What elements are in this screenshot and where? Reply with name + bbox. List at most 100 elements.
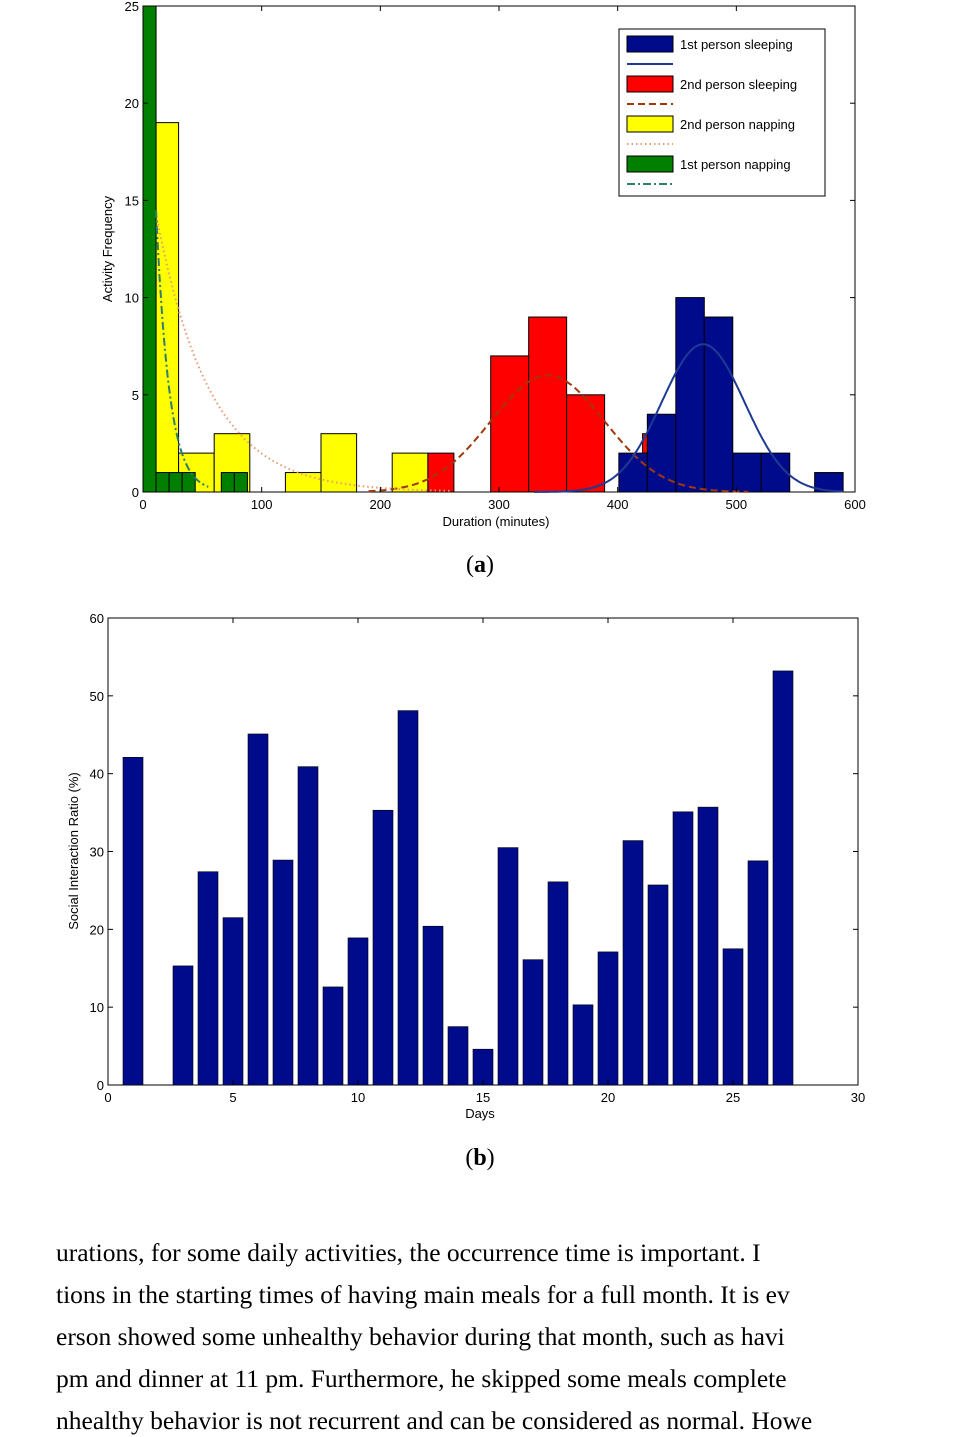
legend-swatch bbox=[626, 115, 674, 133]
histogram-bar bbox=[528, 316, 568, 493]
fit-curves-group-a bbox=[155, 210, 844, 493]
day-bar bbox=[347, 937, 369, 1086]
day-bar bbox=[497, 847, 519, 1086]
day-bar bbox=[422, 925, 444, 1086]
histogram-bar bbox=[675, 297, 705, 493]
day-bar bbox=[547, 881, 569, 1086]
body-line: urations, for some daily activities, the… bbox=[56, 1238, 761, 1267]
legend-label: 1st person napping bbox=[680, 157, 791, 172]
fit-curve bbox=[368, 374, 749, 493]
histogram-chart-a: 0 100 200 300 400 500 600 0 5 10 15 20 25 Duration (… bbox=[100, 0, 866, 529]
histogram-bar bbox=[142, 5, 157, 493]
caption-a: (a) bbox=[466, 552, 494, 578]
x-tick-label: 10 bbox=[351, 1090, 365, 1105]
histogram-bar bbox=[284, 472, 322, 493]
y-tick-label: 0 bbox=[97, 1078, 104, 1093]
y-tick-label: 10 bbox=[90, 1000, 104, 1015]
day-bar bbox=[697, 806, 719, 1086]
day-bar bbox=[772, 670, 794, 1086]
x-tick-label: 15 bbox=[476, 1090, 490, 1105]
y-tick-label: 20 bbox=[90, 922, 104, 937]
y-tick-label: 0 bbox=[132, 485, 139, 500]
y-tick-label: 15 bbox=[125, 193, 139, 208]
y-tick-label: 60 bbox=[90, 611, 104, 626]
y-axis-label-a: Activity Frequency bbox=[100, 195, 115, 302]
fit-curve bbox=[155, 210, 209, 488]
y-tick-label: 20 bbox=[125, 96, 139, 111]
caption-a-letter: a bbox=[474, 552, 486, 578]
bar-chart-b: 0 5 10 15 20 25 30 0 10 20 30 40 50 60 Days Social In… bbox=[66, 611, 866, 1121]
x-tick-label: 200 bbox=[369, 497, 391, 512]
histogram-bar bbox=[490, 355, 530, 493]
histogram-bar bbox=[732, 452, 762, 493]
day-bar bbox=[247, 733, 269, 1086]
day-bar bbox=[222, 917, 244, 1086]
day-bar bbox=[622, 840, 644, 1086]
day-bar bbox=[322, 986, 344, 1086]
caption-b-letter: b bbox=[473, 1145, 487, 1171]
y-tick-label: 25 bbox=[125, 0, 139, 14]
bars-group-a bbox=[142, 5, 844, 493]
day-bar bbox=[397, 710, 419, 1086]
histogram-bar bbox=[220, 472, 235, 493]
x-tick-label: 600 bbox=[844, 497, 866, 512]
day-bar bbox=[672, 811, 694, 1086]
y-tick-label: 5 bbox=[132, 388, 139, 403]
day-bar bbox=[747, 860, 769, 1086]
histogram-bar bbox=[391, 452, 429, 493]
body-line: pm and dinner at 11 pm. Furthermore, he … bbox=[56, 1364, 787, 1393]
day-bar bbox=[272, 859, 294, 1086]
fit-curve bbox=[156, 219, 452, 492]
histogram-bar bbox=[814, 472, 844, 493]
x-tick-label: 0 bbox=[139, 497, 146, 512]
body-text: urations, for some daily activities, the… bbox=[56, 1232, 906, 1437]
legend-label: 2nd person sleeping bbox=[680, 77, 797, 92]
caption-b: (b) bbox=[465, 1145, 495, 1171]
axes-group-a: 0 100 200 300 400 500 600 0 5 10 15 20 25 bbox=[125, 0, 866, 512]
histogram-bar bbox=[703, 316, 734, 493]
x-axis-label-b: Days bbox=[465, 1106, 495, 1121]
histogram-bar bbox=[155, 122, 180, 493]
fit-curve bbox=[534, 343, 844, 493]
histogram-bar bbox=[233, 472, 248, 493]
x-tick-label: 25 bbox=[726, 1090, 740, 1105]
day-bar bbox=[597, 951, 619, 1086]
legend-label: 1st person sleeping bbox=[680, 37, 793, 52]
histogram-bar bbox=[320, 433, 358, 493]
axes-group-b: 0 5 10 15 20 25 30 0 10 20 30 40 50 60 bbox=[90, 611, 866, 1105]
day-bar bbox=[297, 766, 319, 1086]
histogram-bar bbox=[155, 472, 170, 493]
body-line: erson showed some unhealthy behavior dur… bbox=[56, 1322, 785, 1351]
day-bar bbox=[722, 948, 744, 1086]
day-bar bbox=[647, 884, 669, 1086]
plot-area-b bbox=[107, 617, 859, 1086]
y-tick-label: 30 bbox=[90, 845, 104, 860]
day-bar bbox=[172, 965, 194, 1086]
x-tick-label: 5 bbox=[229, 1090, 236, 1105]
histogram-bar bbox=[566, 394, 606, 493]
day-bar bbox=[447, 1026, 469, 1086]
x-tick-label: 500 bbox=[725, 497, 747, 512]
day-bar bbox=[522, 959, 544, 1086]
x-tick-label: 300 bbox=[488, 497, 510, 512]
y-tick-label: 40 bbox=[90, 767, 104, 782]
day-bar bbox=[372, 809, 394, 1086]
histogram-bar bbox=[168, 472, 183, 493]
histogram-bar bbox=[181, 472, 196, 493]
legend-swatch bbox=[626, 155, 674, 173]
y-axis-label-b: Social Interaction Ratio (%) bbox=[66, 772, 81, 930]
x-tick-label: 400 bbox=[607, 497, 629, 512]
legend-swatch bbox=[626, 35, 674, 53]
histogram-bar bbox=[427, 452, 455, 493]
body-line: tions in the starting times of having ma… bbox=[56, 1280, 790, 1309]
body-line: nhealthy behavior is not recurrent and c… bbox=[56, 1406, 813, 1435]
legend-a: 1st person sleeping 2nd person sleeping 2n… bbox=[618, 28, 826, 197]
histogram-bar bbox=[646, 413, 677, 493]
x-tick-label: 0 bbox=[104, 1090, 111, 1105]
day-bar bbox=[572, 1004, 594, 1086]
day-bar bbox=[122, 757, 144, 1086]
x-axis-label-a: Duration (minutes) bbox=[443, 514, 550, 529]
day-bar bbox=[472, 1048, 494, 1086]
x-tick-label: 100 bbox=[251, 497, 273, 512]
x-tick-label: 30 bbox=[851, 1090, 865, 1105]
